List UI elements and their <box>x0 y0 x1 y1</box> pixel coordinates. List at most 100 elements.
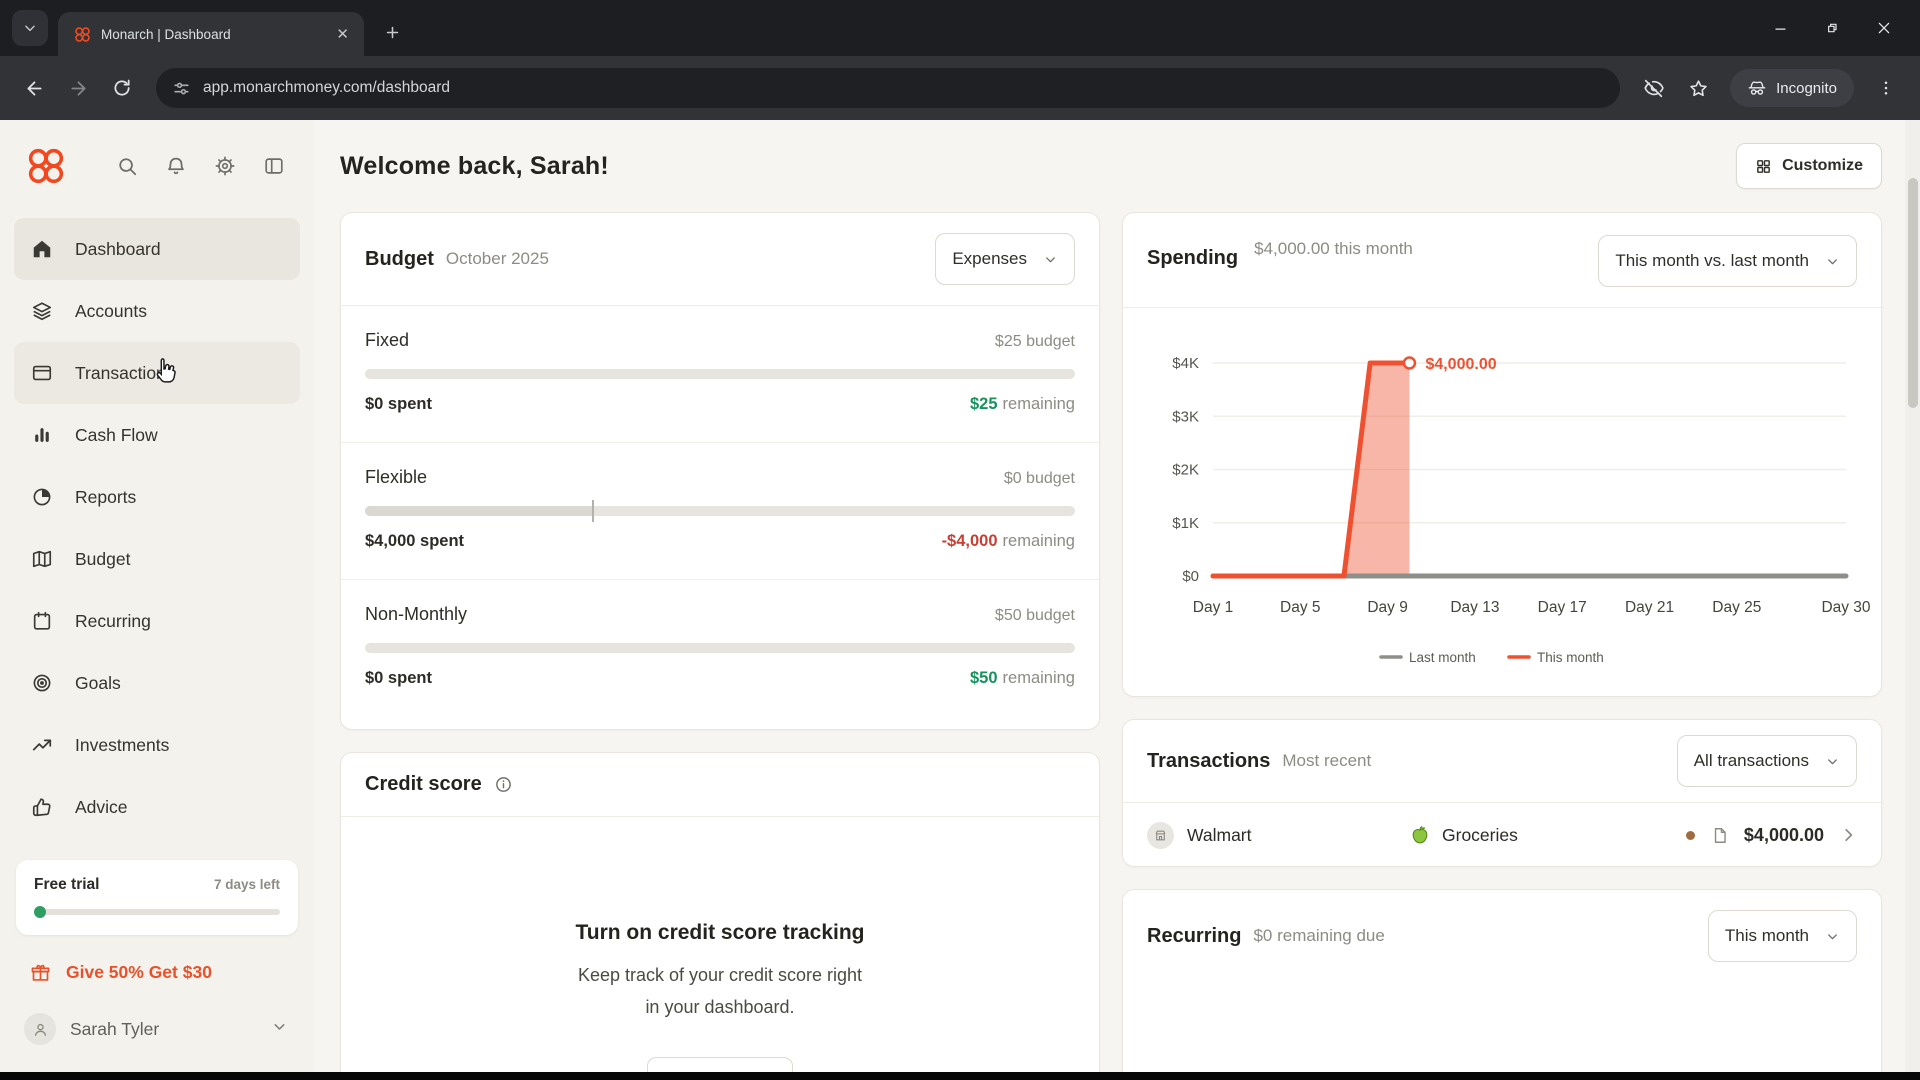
transactions-card: Transactions Most recent All transaction… <box>1122 719 1882 867</box>
sidebar-item-goals[interactable]: Goals <box>14 652 300 714</box>
budget-title: Budget <box>365 247 434 270</box>
budget-type-select[interactable]: Expenses <box>935 233 1075 285</box>
preview-hidden-button[interactable] <box>1634 68 1674 108</box>
sidebar-item-cash-flow[interactable]: Cash Flow <box>14 404 300 466</box>
budget-spent: $0 spent <box>365 669 432 687</box>
note-icon <box>1714 827 1726 843</box>
nav-label: Cash Flow <box>75 424 158 445</box>
budget-period: October 2025 <box>445 249 549 268</box>
svg-text:$0: $0 <box>1182 568 1199 585</box>
recurring-filter-value: This month <box>1724 926 1809 945</box>
sidebar-item-dashboard[interactable]: Dashboard <box>14 218 300 280</box>
browser-menu-button[interactable] <box>1866 68 1906 108</box>
trial-progress-indicator <box>34 906 46 918</box>
transaction-category[interactable]: Groceries <box>1409 824 1518 846</box>
window-controls <box>1754 0 1910 56</box>
spending-subtitle: $4,000.00 this month <box>1254 239 1413 258</box>
transaction-row[interactable]: Walmart Groceries $4,000.00 <box>1123 803 1881 867</box>
gear-icon <box>215 156 235 176</box>
nav-label: Reports <box>75 486 137 507</box>
nav-label: Budget <box>75 548 131 569</box>
credit-card-icon <box>32 365 52 381</box>
apple-icon <box>1412 826 1428 844</box>
incognito-badge: Incognito <box>1730 69 1854 107</box>
pie-chart-icon <box>33 488 51 506</box>
budget-spent: $0 spent <box>365 395 432 413</box>
svg-text:Day 1: Day 1 <box>1193 599 1234 616</box>
target-icon <box>33 674 51 692</box>
monarch-favicon <box>75 26 90 42</box>
spending-range-select[interactable]: This month vs. last month <box>1598 235 1857 287</box>
back-button[interactable] <box>14 68 54 108</box>
page-scrollbar[interactable] <box>1905 120 1920 1072</box>
info-icon[interactable] <box>494 775 513 794</box>
budget-amount: $25 budget <box>994 333 1075 350</box>
sidebar: Dashboard Accounts Transactions Cash Flo… <box>0 120 314 1072</box>
scrollbar-thumb[interactable] <box>1907 178 1918 408</box>
sidebar-item-budget[interactable]: Budget <box>14 528 300 590</box>
window-minimize-button[interactable] <box>1754 0 1806 56</box>
window-restore-button[interactable] <box>1806 0 1858 56</box>
budget-progress-bar <box>365 643 1075 653</box>
search-button[interactable] <box>115 154 139 178</box>
notifications-button[interactable] <box>164 154 188 178</box>
svg-text:Day 17: Day 17 <box>1538 599 1587 616</box>
credit-score-card: Credit score Turn on credit score tracki… <box>340 752 1100 1072</box>
settings-button[interactable] <box>213 154 237 178</box>
spending-title: Spending <box>1147 247 1239 269</box>
sidebar-item-investments[interactable]: Investments <box>14 714 300 776</box>
svg-text:$4K: $4K <box>1172 355 1199 372</box>
sidebar-item-recurring[interactable]: Recurring <box>14 590 300 652</box>
user-name: Sarah Tyler <box>70 1018 160 1039</box>
sidebar-item-advice[interactable]: Advice <box>14 776 300 838</box>
free-trial-card[interactable]: Free trial 7 days left <box>16 860 298 935</box>
budget-row-non-monthly[interactable]: Non-Monthly $50 budget $0 spent $50 remai… <box>341 579 1099 716</box>
merchant-name: Walmart <box>1187 824 1252 845</box>
back-arrow-icon <box>26 80 42 96</box>
svg-text:This month: This month <box>1537 650 1604 665</box>
page-title: Welcome back, Sarah! <box>340 151 609 180</box>
tab-search-button[interactable] <box>12 10 48 46</box>
main-content: Welcome back, Sarah! Customize Budget Oc… <box>314 120 1920 1072</box>
window-close-button[interactable] <box>1858 0 1910 56</box>
budget-row-flexible[interactable]: Flexible $0 budget $4,000 spent -$4,000 r… <box>341 442 1099 579</box>
user-menu[interactable]: Sarah Tyler <box>0 1003 314 1055</box>
svg-text:Day 30: Day 30 <box>1821 599 1870 616</box>
transactions-filter-select[interactable]: All transactions <box>1676 735 1857 787</box>
chevron-down-icon <box>1828 758 1837 764</box>
incognito-label: Incognito <box>1776 79 1837 97</box>
sidebar-item-reports[interactable]: Reports <box>14 466 300 528</box>
referral-link[interactable]: Give 50% Get $30 <box>0 935 314 1003</box>
credit-cta-body: Keep track of your credit score right in… <box>577 965 863 1017</box>
tab-close-icon[interactable]: ✕ <box>336 25 349 43</box>
budget-bar-marker <box>592 500 595 522</box>
layers-icon <box>32 302 52 321</box>
svg-text:Day 13: Day 13 <box>1450 599 1499 616</box>
chevron-down-icon <box>1828 933 1837 939</box>
browser-tab[interactable]: Monarch | Dashboard ✕ <box>58 12 364 56</box>
trial-days-left: 7 days left <box>213 877 280 892</box>
budget-row-fixed[interactable]: Fixed $25 budget $0 spent $25 remaining <box>341 306 1099 442</box>
credit-cta-button[interactable] <box>647 1057 793 1072</box>
new-tab-button[interactable] <box>376 16 408 48</box>
address-bar[interactable]: app.monarchmoney.com/dashboard <box>156 68 1621 108</box>
budget-amount: $50 budget <box>994 607 1075 624</box>
customize-button[interactable]: Customize <box>1736 143 1882 189</box>
incognito-icon <box>1748 81 1766 95</box>
budget-remaining: -$4,000 <box>941 532 998 550</box>
reload-button[interactable] <box>102 68 142 108</box>
forward-button[interactable] <box>58 68 98 108</box>
budget-remaining: $25 <box>970 395 998 413</box>
recurring-range-select[interactable]: This month <box>1707 910 1857 962</box>
site-settings-icon <box>174 82 189 94</box>
sidebar-item-accounts[interactable]: Accounts <box>14 280 300 342</box>
plus-icon <box>386 26 398 38</box>
bookmark-button[interactable] <box>1678 68 1718 108</box>
browser-tab-strip: Monarch | Dashboard ✕ <box>0 0 1920 56</box>
merchant-avatar <box>1147 821 1174 849</box>
recurring-card: Recurring $0 remaining due This month No… <box>1122 889 1882 1072</box>
monarch-logo <box>28 148 64 184</box>
collapse-sidebar-button[interactable] <box>262 154 286 178</box>
budget-spent: $4,000 spent <box>365 532 465 550</box>
credit-cta-title: Turn on credit score tracking <box>575 921 865 944</box>
